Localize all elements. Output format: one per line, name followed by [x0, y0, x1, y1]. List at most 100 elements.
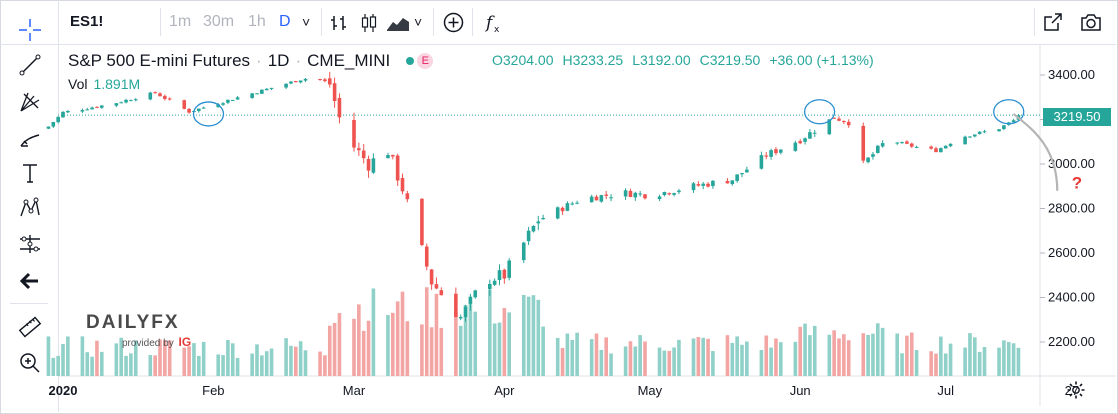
- volume-value: 1.891M: [93, 76, 141, 92]
- trend-line-tool[interactable]: [14, 50, 46, 80]
- drawing-toolbar: [0, 0, 59, 412]
- volume-bar: [677, 339, 681, 376]
- volume-bar: [725, 335, 730, 376]
- volume-bar: [230, 343, 235, 376]
- volume-bar: [905, 335, 909, 376]
- candle-body: [541, 218, 545, 220]
- volume-bar: [842, 334, 846, 376]
- chart-style-dropdown-icon[interactable]: ˅: [414, 14, 423, 30]
- pattern-icon: [20, 197, 40, 217]
- candle-body: [391, 154, 395, 157]
- toolbar-divider: [472, 8, 473, 36]
- candle-body: [740, 173, 744, 175]
- volume-bar: [61, 343, 65, 376]
- interval-30m[interactable]: 30m: [203, 13, 235, 30]
- candle-body: [895, 142, 899, 144]
- instrument-title: S&P 500 E-mini Futures: [68, 51, 251, 70]
- camera-snapshot-icon[interactable]: [1080, 12, 1102, 32]
- exchange-label: CME_MINI: [307, 51, 391, 70]
- volume-bar: [871, 333, 875, 376]
- volume-bar: [163, 340, 167, 376]
- candle-body: [696, 184, 701, 186]
- x-tick-label: Feb: [202, 383, 224, 398]
- volume-bar: [371, 288, 376, 376]
- candles-style-icon[interactable]: [360, 13, 378, 33]
- text-tool[interactable]: [14, 158, 46, 188]
- volume-bar: [492, 323, 497, 376]
- pattern-tool[interactable]: [14, 193, 46, 223]
- volume-bar: [80, 336, 85, 376]
- area-style-icon[interactable]: [386, 13, 410, 33]
- measure-tool[interactable]: [14, 312, 46, 342]
- indicators-fx-icon[interactable]: f x: [484, 12, 504, 34]
- settings-gear-icon[interactable]: [1066, 380, 1086, 400]
- volume-bar: [977, 351, 982, 376]
- volume-bar: [129, 353, 133, 376]
- x-tick-label: Jun: [790, 383, 811, 398]
- interval-dropdown-icon[interactable]: ˅: [302, 14, 311, 30]
- candle-body: [769, 150, 773, 157]
- bars-style-icon[interactable]: [330, 14, 350, 32]
- interval-1h[interactable]: 1h: [248, 13, 266, 30]
- candle-body: [643, 194, 647, 199]
- volume-bar: [536, 299, 541, 376]
- gann-fan-tool[interactable]: [14, 87, 46, 117]
- y-tick-label: 3000.00: [1048, 156, 1095, 171]
- candle-body: [371, 158, 376, 173]
- candle-body: [570, 203, 575, 205]
- candle-body: [565, 203, 570, 211]
- interval-d[interactable]: D: [279, 13, 291, 30]
- zoom-tool[interactable]: [14, 348, 46, 378]
- candle-body: [463, 306, 468, 318]
- candle-body: [846, 121, 851, 126]
- volume-bar: [497, 322, 502, 376]
- interval-1m[interactable]: 1m: [169, 13, 192, 30]
- back-tool[interactable]: [14, 266, 46, 296]
- volume-bar: [100, 351, 104, 376]
- symbol-search[interactable]: ES1!: [70, 13, 104, 30]
- prediction-tool[interactable]: [14, 229, 46, 259]
- candle-body: [318, 79, 322, 81]
- toolbar-divider: [1034, 8, 1035, 36]
- volume-bar: [429, 327, 434, 376]
- candle-body: [56, 116, 60, 123]
- crosshair-tool[interactable]: [14, 15, 46, 45]
- volume-bar: [439, 327, 444, 376]
- volume-bar: [56, 355, 60, 376]
- candle-body: [497, 270, 502, 281]
- candle-body: [51, 122, 56, 127]
- candle-body: [745, 169, 749, 173]
- candle-body: [289, 81, 293, 84]
- svg-text:f: f: [484, 13, 495, 33]
- volume-bar: [158, 339, 162, 376]
- volume-bar: [706, 338, 710, 376]
- volume-bar: [575, 332, 579, 376]
- earnings-badge[interactable]: E: [417, 53, 434, 69]
- candle-body: [284, 83, 288, 88]
- candle-body: [420, 198, 424, 245]
- volume-bar: [119, 337, 123, 376]
- volume-bar: [395, 301, 400, 376]
- volume-bar: [255, 344, 259, 376]
- volume-bar: [846, 340, 851, 376]
- candle-body: [429, 269, 434, 285]
- fullscreen-icon[interactable]: [1043, 12, 1063, 32]
- volume-bar: [526, 296, 531, 376]
- candle-body: [677, 190, 681, 193]
- compare-add-icon[interactable]: [443, 12, 464, 33]
- candle-body: [507, 260, 511, 278]
- volume-bar: [352, 318, 356, 376]
- candle-body: [905, 141, 909, 144]
- candle-body: [609, 197, 613, 199]
- volume-bar: [570, 339, 575, 376]
- volume-bar: [691, 338, 696, 376]
- brush-icon: [20, 134, 40, 147]
- toolbar-divider: [433, 8, 434, 36]
- volume-bar: [764, 335, 769, 376]
- volume-bar: [531, 295, 536, 376]
- brush-tool[interactable]: [14, 124, 46, 154]
- candle-body: [201, 107, 206, 109]
- volume-bar: [400, 291, 405, 376]
- volume-bar: [759, 349, 764, 376]
